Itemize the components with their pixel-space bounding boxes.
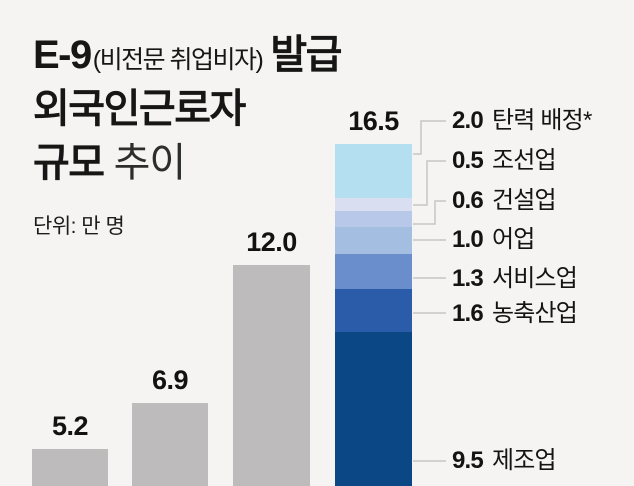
stacked-segment-7 <box>335 332 412 486</box>
callout-name: 건설업 <box>491 187 557 214</box>
callout-label-1: 2.0 탄력 배정* <box>452 105 592 137</box>
bar-value-label: 16.5 <box>348 105 399 136</box>
unit-label: 단위: 만 명 <box>33 215 125 238</box>
leader-line <box>413 120 446 155</box>
callout-value: 9.5 <box>452 447 484 474</box>
title-scale: 규모 <box>33 141 105 185</box>
callout-value: 0.6 <box>452 187 484 214</box>
title-foreign-workers: 외국인근로자 <box>33 87 246 131</box>
gray-bar-1 <box>32 448 108 486</box>
title-issuance: 발급 <box>270 33 342 77</box>
callout-name: 조선업 <box>491 147 557 174</box>
callout-value: 0.5 <box>452 147 484 174</box>
callout-label-4: 1.0 어업 <box>452 224 535 256</box>
stacked-segment-4 <box>335 227 412 255</box>
callout-value: 1.6 <box>452 300 484 327</box>
stacked-segment-1 <box>335 143 412 198</box>
leader-line <box>413 160 446 206</box>
gray-bar-3 <box>233 265 310 486</box>
title-line-2: 외국인근로자 <box>33 76 246 134</box>
title-line-1: E-9(비전문 취업비자) 발급 <box>33 22 342 80</box>
callout-label-3: 0.6 건설업 <box>452 185 557 217</box>
callout-name: 제조업 <box>491 447 557 474</box>
stacked-segment-3 <box>335 211 412 228</box>
callout-value: 2.0 <box>452 107 484 134</box>
callout-value: 1.3 <box>452 265 484 292</box>
stacked-segment-5 <box>335 254 412 290</box>
title-line-3: 규모 추이 <box>33 130 187 188</box>
title-visa-paren: (비전문 취업비자) <box>92 46 264 74</box>
callout-name: 서비스업 <box>491 265 578 292</box>
stacked-bar <box>335 143 412 486</box>
callout-label-6: 1.6 농축산업 <box>452 298 578 330</box>
callout-value: 1.0 <box>452 226 484 253</box>
callout-label-2: 0.5 조선업 <box>452 145 557 177</box>
callout-name: 어업 <box>491 226 535 253</box>
callout-label-7: 9.5 제조업 <box>452 445 557 477</box>
stacked-segment-2 <box>335 197 412 211</box>
callout-name: 농축산업 <box>491 300 578 327</box>
gray-bar-2 <box>132 402 208 486</box>
bar-value-label: 12.0 <box>246 227 297 257</box>
bar-value-label: 6.9 <box>151 364 189 395</box>
bar-value-label: 5.2 <box>51 410 89 441</box>
stacked-segment-6 <box>335 289 412 333</box>
callout-label-5: 1.3 서비스업 <box>452 263 578 295</box>
title-trend: 추이 <box>113 141 187 185</box>
title-e9: E-9 <box>33 33 92 77</box>
leader-line <box>413 200 446 225</box>
callout-name: 탄력 배정* <box>491 107 592 134</box>
